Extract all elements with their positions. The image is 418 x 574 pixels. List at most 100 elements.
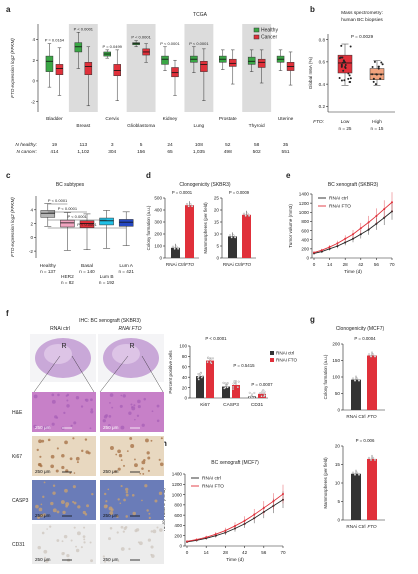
p-value: P < 0.0001 [48, 198, 68, 203]
category-label: Lum B [100, 274, 114, 280]
data-point [205, 536, 208, 539]
x-tick-label: 42 [358, 262, 364, 267]
data-point [340, 79, 343, 82]
data-point [200, 376, 203, 379]
y-axis-label: Global m6A (%) [308, 56, 313, 89]
stain-cell [116, 531, 119, 534]
data-point [212, 357, 214, 360]
stain-cell [120, 394, 123, 397]
stain-cell [142, 472, 145, 475]
data-point [232, 382, 235, 385]
stain-cell [65, 502, 70, 506]
y-tick-label: 1000 [172, 492, 183, 497]
n-healthy: 3 [111, 142, 114, 148]
y-tick-label: 400 [174, 523, 182, 528]
data-point [355, 471, 359, 474]
y-tick-label: 600 [301, 228, 309, 233]
data-point [173, 247, 176, 250]
stain-cell [141, 499, 143, 502]
data-point [369, 355, 373, 358]
stain-cell [56, 539, 60, 542]
data-point [187, 205, 190, 208]
scale-bar-label: 250 μm [35, 557, 51, 562]
data-point [248, 214, 251, 217]
category-label: Low [341, 119, 350, 125]
stain-cell [69, 457, 73, 461]
stain-cell [46, 528, 48, 530]
stain-cell [125, 487, 129, 492]
data-point [357, 473, 361, 476]
data-point [185, 203, 189, 206]
p-value: P < 0.0001 [189, 41, 209, 46]
legend-label: RNAi FTO [202, 484, 224, 490]
data-point [357, 379, 361, 382]
p-value: P < 0.0001 [131, 35, 151, 40]
data-point [371, 66, 374, 69]
category-label: Basal [81, 263, 93, 269]
data-point [234, 524, 236, 527]
y-tick-label: 200 [174, 533, 182, 538]
data-point [263, 391, 266, 394]
stain-cell [43, 549, 48, 554]
d-y0-tick-label: 400 [154, 208, 162, 213]
stain-cell [90, 398, 93, 402]
x-tick-label: 28 [223, 550, 229, 555]
scale-bar-label: 250 μm [103, 425, 119, 430]
data-point [380, 61, 383, 64]
legend-swatch [270, 351, 274, 355]
stain-cell [150, 530, 153, 533]
n-healthy: 52 [225, 142, 231, 148]
data-point [201, 375, 204, 377]
stain-cell [151, 410, 154, 413]
stain-cell [120, 525, 124, 529]
n-cancer: 502 [253, 149, 261, 155]
stain-cell [90, 408, 93, 411]
stain-cell [39, 464, 43, 468]
box-cancer [229, 58, 237, 67]
row-label: Ki67 [12, 454, 22, 460]
data-point [195, 538, 198, 541]
legend-label: RNAi FTO [329, 204, 351, 210]
bar [367, 458, 377, 520]
series-line [313, 201, 393, 253]
stain-cell [50, 501, 54, 506]
stain-cell [82, 535, 86, 538]
box-cancer [55, 64, 64, 75]
d-y0-tick-label: 200 [154, 232, 162, 237]
n-cancer-label: N cancer: [16, 149, 37, 155]
scale-bar-label: 250 μm [103, 513, 119, 518]
n-healthy: 108 [195, 142, 203, 148]
stain-cell [102, 419, 106, 423]
data-point [367, 221, 370, 224]
x-axis-label: Time (d) [344, 269, 362, 275]
bar [232, 385, 240, 398]
n-cancer: 1,035 [193, 149, 205, 155]
data-point [224, 382, 227, 385]
stain-cell [128, 547, 131, 551]
box-healthy [247, 56, 256, 65]
y-tick-label: 1400 [299, 192, 310, 197]
stain-cell [44, 559, 49, 563]
box-0 [337, 54, 353, 74]
stain-cell [56, 510, 60, 514]
data-point [246, 212, 249, 215]
data-point [232, 234, 235, 237]
n-label: n = 25 [339, 126, 352, 131]
data-point [371, 456, 375, 460]
data-point [375, 214, 378, 217]
chart-title: IHC: BC xenograft (SKBR3) [79, 318, 141, 324]
data-point [177, 247, 180, 250]
b-y-tick-label: 0.4 [319, 82, 326, 87]
zoom-line [99, 355, 129, 393]
stain-cell [91, 492, 94, 496]
stain-cell [150, 545, 154, 549]
data-point [209, 361, 212, 364]
chart-title: BC xenograft (SKBR3) [328, 182, 379, 188]
y-axis-label: Tumor volume (mm3) [288, 204, 293, 248]
panel-letter-f: f [6, 309, 9, 318]
data-point [374, 83, 377, 86]
x-tick-label: 28 [343, 262, 349, 267]
stain-cell [134, 418, 136, 421]
stain-cell [146, 451, 150, 455]
stain-cell [51, 422, 55, 426]
